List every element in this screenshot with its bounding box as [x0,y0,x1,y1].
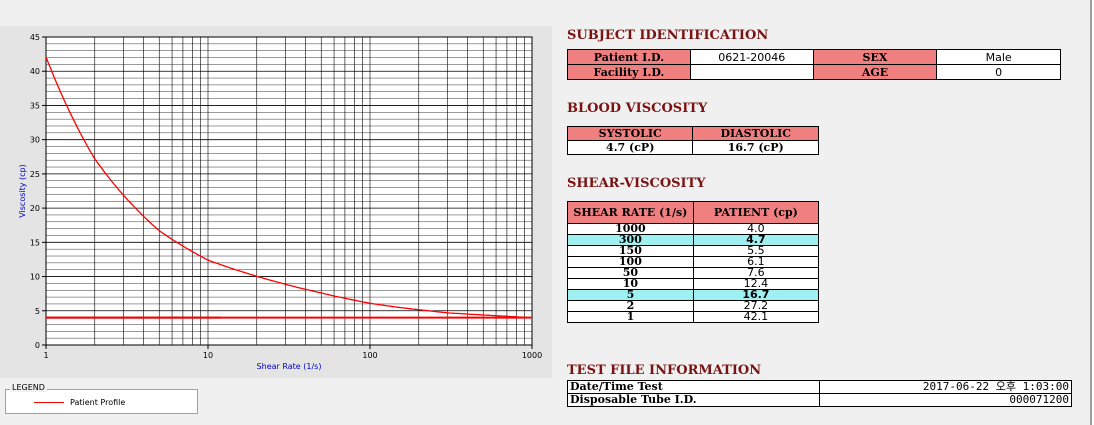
age-value: 0 [936,64,1061,80]
shear-viscosity-table: SHEAR RATE (1/s) PATIENT (cp) 1000 4.0 30… [567,201,820,323]
blood-viscosity-table: SYSTOLIC DIASTOLIC 4.7 (cP) 16.7 (cP) [566,126,819,155]
y-tick-label: 10 [30,273,40,282]
y-tick-label: 45 [30,33,40,42]
viscosity-chart: 0 5 10 15 20 25 30 35 40 45 1 10 100 1000 Shear Rate … [0,26,552,378]
table-row: 50 7.6 [567,267,820,279]
table-header-row: SHEAR RATE (1/s) PATIENT (cp) [567,201,820,224]
blood-viscosity-title: BLOOD VISCOSITY [567,101,708,116]
legend-entry-label: Patient Profile [70,398,126,407]
legend-line-swatch [34,402,64,403]
y-tick-label: 5 [35,307,40,316]
table-row: Date/Time Test 2017-06-22 오후 1:03:00 [567,380,1072,394]
plot-area [45,36,533,346]
patient-value-cell: 4.0 [692,223,820,235]
age-label: AGE [812,64,938,80]
x-tick-label: 1000 [522,351,542,360]
tube-id-label: Disposable Tube I.D. [567,393,820,407]
patient-header: PATIENT (cp) [692,201,820,224]
table-row-highlighted: 5 16.7 [567,289,820,301]
x-axis-label: Shear Rate (1/s) [257,362,322,371]
table-row: 2 27.2 [567,300,820,312]
shear-viscosity-title: SHEAR-VISCOSITY [567,176,706,191]
diastolic-label: DIASTOLIC [692,126,819,141]
viscosity-chart-svg: 0 5 10 15 20 25 30 35 40 45 1 10 100 1000 Shear Rate … [18,33,542,371]
table-row: Facility I.D. AGE 0 [567,64,1061,80]
facility-id-label: Facility I.D. [567,64,691,80]
shear-rate-header: SHEAR RATE (1/s) [567,201,694,224]
test-file-information-table: Date/Time Test 2017-06-22 오후 1:03:00 Dis… [567,380,1072,407]
chart-legend: LEGEND Patient Profile [5,383,198,414]
y-tick-label: 35 [30,101,40,110]
datetime-label: Date/Time Test [567,380,820,394]
sex-value: Male [936,49,1061,65]
table-row: 1 42.1 [567,311,820,323]
table-row: 100 6.1 [567,256,820,268]
table-row: 10 12.4 [567,278,820,290]
series-line-patient-profile [45,56,533,319]
subject-identification-table: Patient I.D. 0621-20046 SEX Male Facilit… [567,49,1061,80]
x-tick-label: 10 [203,351,213,360]
patient-id-value: 0621-20046 [689,49,814,65]
legend-title: LEGEND [10,383,47,392]
systolic-value: 4.7 (cP) [566,140,694,155]
facility-id-value [689,64,814,80]
subject-identification-title: SUBJECT IDENTIFICATION [567,28,769,43]
y-tick-label: 15 [30,238,40,247]
table-row: 4.7 (cP) 16.7 (cP) [566,140,819,155]
patient-value-cell: 42.1 [692,311,820,323]
window-right-border [1090,0,1092,425]
patient-value-cell: 4.7 [692,234,820,246]
diastolic-value: 16.7 (cP) [692,140,819,155]
table-row: Patient I.D. 0621-20046 SEX Male [567,49,1061,65]
y-tick-label: 30 [30,136,40,145]
table-row: 1000 4.0 [567,223,820,235]
y-axis-label: Viscosity (cp) [18,164,27,218]
systolic-label: SYSTOLIC [566,126,694,141]
test-file-information-title: TEST FILE INFORMATION [567,363,762,378]
table-row: 150 5.5 [567,245,820,257]
y-tick-label: 0 [35,341,40,350]
window-right-border-highlight [1092,0,1094,425]
tube-id-value: 000071200 [819,393,1072,407]
y-tick-label: 20 [30,204,40,213]
x-tick-label: 100 [362,351,377,360]
datetime-value: 2017-06-22 오후 1:03:00 [819,380,1072,394]
table-row: SYSTOLIC DIASTOLIC [566,126,819,141]
table-row-highlighted: 300 4.7 [567,234,820,246]
x-tick-label: 1 [43,351,48,360]
sex-label: SEX [812,49,938,65]
table-row: Disposable Tube I.D. 000071200 [567,393,1072,407]
y-tick-label: 25 [30,170,40,179]
shear-rate-cell: 1 [567,311,694,323]
patient-id-label: Patient I.D. [567,49,691,65]
y-tick-label: 40 [30,67,40,76]
